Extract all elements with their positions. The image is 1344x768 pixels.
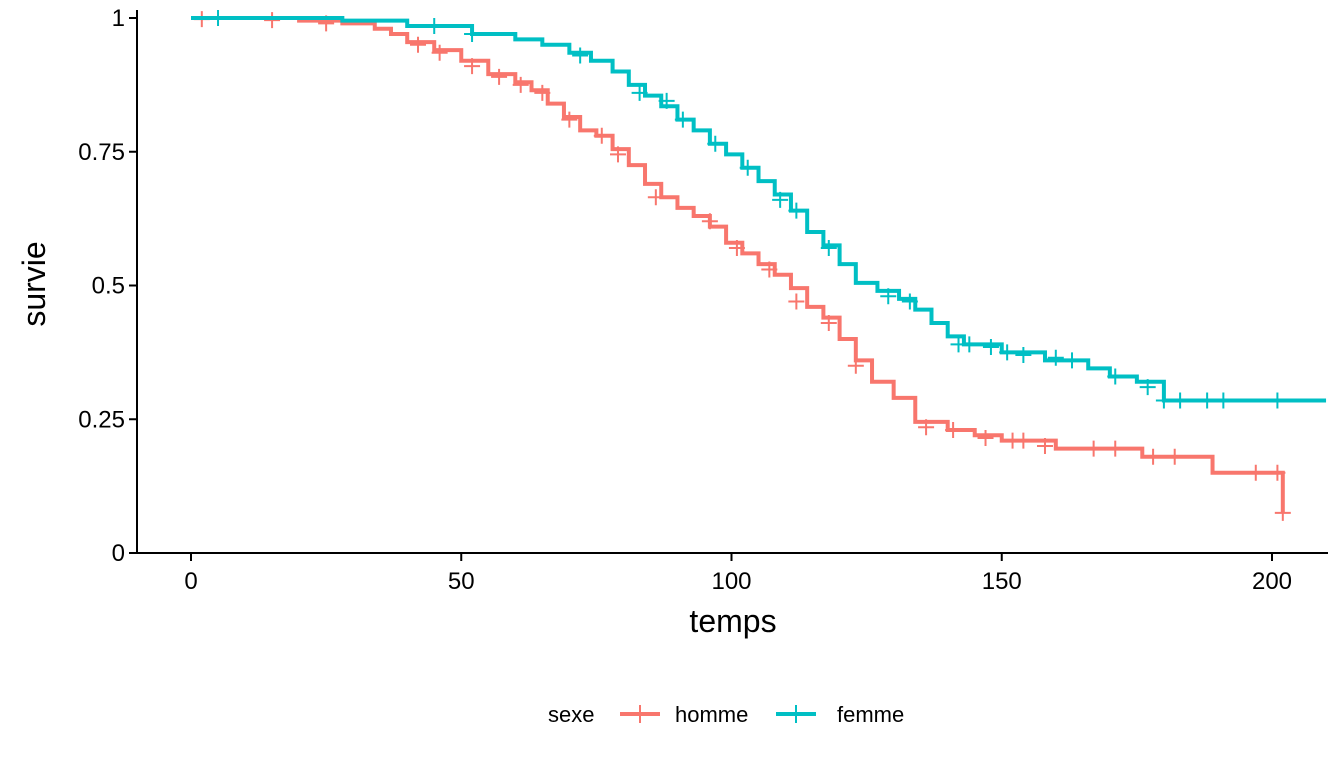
censor-mark [880,288,897,305]
legend-title: sexe [548,702,594,727]
censor-mark [1145,448,1162,465]
censor-mark [1107,368,1124,385]
censor-mark [431,44,448,61]
censor-mark [534,84,551,101]
censor-mark [1107,440,1124,457]
censor-mark [647,189,664,206]
censor-mark [1064,352,1081,369]
censor-mark [631,84,648,101]
y-tick-label: 0.5 [92,273,125,300]
legend-label-femme: femme [837,702,904,727]
censor-mark [1085,440,1102,457]
censor-mark [788,293,805,310]
x-tick-label: 100 [711,568,751,595]
censor-mark [426,18,443,35]
censor-mark [961,336,978,353]
censor-mark [1139,379,1156,396]
censor-mark [1215,392,1232,409]
censor-mark [901,293,918,310]
y-tick-label: 0.25 [78,406,125,433]
censor-mark [561,111,578,128]
censor-mark [1155,392,1172,409]
censor-mark [464,58,481,75]
censor-mark [728,240,745,257]
x-ticks: 0 50 100 150 200 [184,553,1292,595]
censor-mark [410,36,427,53]
censor-mark [1036,438,1053,454]
censor-mark [1199,392,1216,409]
censor-mark [701,213,718,230]
censor-mark [1269,464,1286,481]
censor-mark [977,429,994,446]
censor-mark [1015,347,1032,364]
censor-mark [609,146,626,163]
series-line-femme [191,16,1327,403]
censor-mark [982,339,999,356]
censor-mark [1015,432,1032,449]
censor-mark [593,127,610,144]
censor-mark [820,240,837,257]
censor-mark [674,111,691,128]
censor-mark [739,159,756,176]
censor-mark [1047,349,1064,366]
censor-mark [1247,464,1264,481]
legend: sexe homme femme [548,702,904,727]
x-tick-label: 50 [448,568,475,595]
censor-mark [491,68,508,85]
censor-mark [945,421,962,438]
censor-marks-homme [193,11,1291,521]
censor-mark [658,92,675,109]
censor-mark [918,419,935,436]
y-axis-title: survie [16,241,52,326]
x-axis-title: temps [689,603,776,639]
censor-mark [820,314,837,331]
y-tick-label: 0.75 [78,139,125,166]
axes-layer [136,10,1328,554]
censor-mark [464,26,481,43]
censor-mark [264,12,281,29]
censor-mark [572,47,589,64]
legend-key-femme [776,705,816,723]
censor-mark [1166,448,1183,465]
censor-mark [788,202,805,219]
censor-mark [707,135,724,152]
censor-mark [1274,504,1291,521]
series-layer [191,10,1327,521]
y-tick-label: 0 [112,540,125,567]
censor-marks-femme [210,10,1286,409]
censor-mark [1172,392,1189,409]
censor-mark [1269,392,1286,409]
censor-mark [761,261,778,278]
legend-label-homme: homme [675,702,748,727]
censor-mark [210,10,227,26]
x-tick-label: 200 [1252,568,1292,595]
legend-key-homme [620,705,660,723]
series-line-homme [191,16,1285,513]
x-tick-label: 150 [982,568,1022,595]
y-tick-label: 1 [112,5,125,32]
x-tick-label: 0 [184,568,197,595]
censor-mark [999,344,1016,361]
censor-mark [847,357,864,374]
y-ticks: 0 0.25 0.5 0.75 1 [78,5,137,567]
censor-mark [772,191,789,208]
censor-mark [512,76,529,93]
